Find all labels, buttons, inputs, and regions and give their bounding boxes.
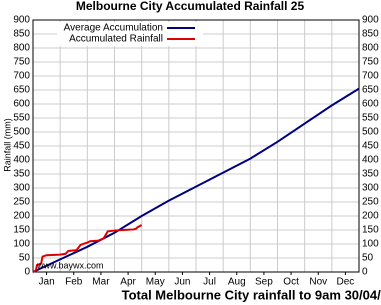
y-tick-label-right: 150 [362, 225, 379, 236]
y-tick-label-right: 500 [362, 127, 379, 138]
y-tick-label: 700 [13, 71, 30, 82]
x-tick-label: Nov [309, 277, 327, 288]
y-tick-label-right: 700 [362, 71, 379, 82]
x-tick-label: Aug [228, 277, 246, 288]
y-tick-label-right: 750 [362, 57, 379, 68]
y-tick-label-right: 300 [362, 183, 379, 194]
y-tick-label: 800 [13, 43, 30, 54]
y-tick-label: 150 [13, 225, 30, 236]
legend-label: Accumulated Rainfall [69, 34, 163, 45]
y-tick-label: 650 [13, 85, 30, 96]
y-tick-label-right: 900 [362, 15, 379, 26]
y-tick-label: 250 [13, 197, 30, 208]
legend-label: Average Accumulation [64, 23, 163, 34]
chart-title: Melbourne City Accumulated Rainfall 25 [76, 0, 305, 13]
y-tick-label-right: 450 [362, 141, 379, 152]
y-tick-label: 350 [13, 169, 30, 180]
series-line [32, 87, 360, 273]
plot-border [32, 19, 360, 273]
x-tick-label: Mar [92, 277, 110, 288]
y-tick-label: 900 [13, 15, 30, 26]
x-tick-label: Feb [65, 277, 83, 288]
y-tick-label-right: 550 [362, 113, 379, 124]
y-tick-label: 550 [13, 113, 30, 124]
y-tick-label: 500 [13, 127, 30, 138]
y-tick-label-right: 0 [362, 267, 368, 278]
y-tick-label: 50 [19, 253, 31, 264]
y-tick-label-right: 800 [362, 43, 379, 54]
x-tick-label: May [146, 277, 165, 288]
y-tick-label: 100 [13, 239, 30, 250]
y-tick-label-right: 350 [362, 169, 379, 180]
y-tick-label-right: 200 [362, 211, 379, 222]
y-tick-label: 850 [13, 29, 30, 40]
y-tick-label: 200 [13, 211, 30, 222]
x-tick-label: Sep [255, 277, 273, 288]
y-tick-label: 450 [13, 141, 30, 152]
x-tick-label: Jan [39, 277, 55, 288]
y-tick-label: 400 [13, 155, 30, 166]
y-tick-label-right: 100 [362, 239, 379, 250]
y-tick-label: 0 [24, 267, 30, 278]
watermark: www.baywx.com [36, 260, 104, 270]
x-tick-label: Jul [203, 277, 216, 288]
legend-box [57, 22, 203, 46]
y-tick-label-right: 650 [362, 85, 379, 96]
y-tick-label: 750 [13, 57, 30, 68]
y-tick-label-right: 250 [362, 197, 379, 208]
x-tick-label: Dec [337, 277, 355, 288]
y-axis-label: Rainfall (mm) [2, 118, 12, 172]
x-tick-label: Apr [120, 277, 136, 288]
x-tick-label: Oct [283, 277, 299, 288]
x-tick-label: Jun [174, 277, 190, 288]
series-line [32, 224, 143, 273]
y-tick-label-right: 600 [362, 99, 379, 110]
caption: Total Melbourne City rainfall to 9am 30/… [122, 287, 381, 302]
y-tick-label-right: 850 [362, 29, 379, 40]
y-tick-label: 600 [13, 99, 30, 110]
y-tick-label: 300 [13, 183, 30, 194]
y-tick-label-right: 400 [362, 155, 379, 166]
y-tick-label-right: 50 [362, 253, 374, 264]
